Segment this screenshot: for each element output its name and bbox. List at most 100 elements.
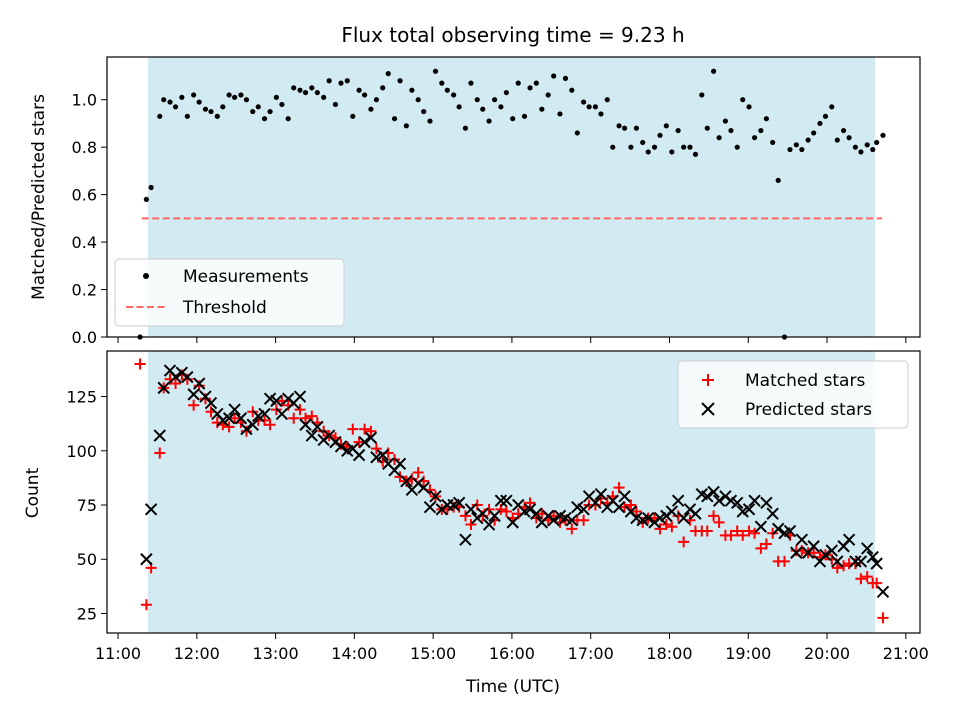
matched-star-point bbox=[412, 466, 424, 478]
matched-star-point bbox=[808, 547, 820, 559]
matched-star-point bbox=[459, 510, 471, 522]
measurement-point bbox=[787, 146, 793, 153]
count-panel: 25 50 75 100 125 11:00 12:00 13:00 14:00 15:00 16:… bbox=[66, 350, 929, 663]
predicted-star-point bbox=[612, 500, 626, 514]
y-tick-label: 0.2 bbox=[72, 281, 97, 300]
measurement-point bbox=[675, 127, 681, 134]
measurement-point bbox=[704, 125, 710, 131]
measurement-point bbox=[491, 97, 498, 103]
measurement-point bbox=[515, 80, 521, 86]
predicted-star-point bbox=[364, 431, 378, 444]
x-tick-label: 14:00 bbox=[331, 644, 377, 663]
matched-star-point bbox=[749, 527, 761, 539]
y-tick-label: 25 bbox=[77, 604, 97, 623]
predicted-star-point bbox=[589, 496, 602, 510]
y-tick-label: 100 bbox=[66, 442, 97, 461]
legend-matched-marker bbox=[702, 374, 714, 386]
measurement-point bbox=[191, 92, 197, 98]
predicted-star-point bbox=[311, 420, 324, 434]
measurement-point bbox=[368, 106, 374, 112]
predicted-star-point bbox=[707, 485, 720, 499]
predicted-star-point bbox=[192, 377, 206, 390]
measurement-point bbox=[439, 80, 445, 86]
measurement-point bbox=[858, 149, 864, 155]
predicted-star-point bbox=[861, 542, 874, 555]
predicted-star-point bbox=[140, 553, 153, 566]
predicted-star-point bbox=[204, 396, 218, 410]
measurement-point bbox=[763, 116, 769, 122]
legend-measurements-marker bbox=[143, 273, 149, 279]
matched-star-point bbox=[259, 414, 271, 426]
measurement-point bbox=[332, 101, 339, 108]
measurement-point bbox=[569, 87, 575, 93]
predicted-star-point bbox=[854, 555, 868, 568]
measurement-point bbox=[628, 144, 634, 150]
measurement-point bbox=[350, 113, 356, 119]
predicted-star-point bbox=[305, 429, 319, 442]
matched-star-point bbox=[264, 419, 276, 431]
matched-star-point bbox=[713, 516, 725, 528]
predicted-star-point bbox=[494, 494, 508, 507]
matched-star-point bbox=[288, 412, 300, 424]
matched-star-point bbox=[306, 410, 318, 422]
matched-star-point bbox=[140, 599, 152, 611]
matched-star-point bbox=[394, 471, 406, 483]
matched-star-point bbox=[134, 358, 146, 370]
y-tick-label: 75 bbox=[77, 496, 97, 515]
measurement-point bbox=[722, 118, 729, 124]
predicted-star-point bbox=[500, 494, 513, 507]
matched-star-point bbox=[725, 529, 737, 541]
bottom-axes-frame bbox=[106, 350, 921, 634]
measurement-point bbox=[184, 113, 190, 119]
measurement-point bbox=[681, 144, 687, 150]
measurement-point bbox=[321, 94, 327, 100]
measurement-point bbox=[202, 106, 209, 112]
measurement-point bbox=[157, 113, 163, 119]
measurement-point bbox=[669, 149, 675, 155]
matched-star-point bbox=[630, 506, 642, 518]
measurement-point bbox=[527, 85, 533, 91]
measurement-point bbox=[255, 104, 261, 110]
predicted-star-point bbox=[523, 503, 537, 516]
predicted-star-point bbox=[712, 494, 726, 507]
measurement-point bbox=[533, 80, 539, 86]
measurement-point bbox=[799, 146, 805, 153]
predicted-star-point bbox=[153, 429, 166, 442]
measurement-point bbox=[551, 73, 557, 79]
y-tick-label: 50 bbox=[77, 550, 97, 569]
chart-title: Flux total observing time = 9.23 h bbox=[341, 23, 684, 47]
matched-star-point bbox=[500, 506, 512, 518]
predicted-star-point bbox=[452, 496, 466, 510]
measurement-point bbox=[645, 149, 651, 155]
measurement-point bbox=[822, 113, 829, 119]
measurement-point bbox=[267, 108, 273, 115]
measurement-point bbox=[586, 104, 592, 110]
matched-star-point bbox=[294, 404, 306, 416]
matched-star-point bbox=[154, 447, 166, 459]
matched-star-point bbox=[370, 443, 382, 455]
measurement-point bbox=[870, 146, 876, 153]
measurement-point bbox=[574, 130, 580, 136]
measurement-point bbox=[462, 125, 469, 131]
measurement-point bbox=[148, 184, 154, 191]
predicted-star-point bbox=[459, 533, 472, 546]
predicted-star-point bbox=[748, 494, 761, 507]
measurement-point bbox=[539, 106, 545, 112]
matched-star-point bbox=[708, 510, 720, 522]
measurement-point bbox=[817, 120, 823, 127]
matched-star-point bbox=[365, 425, 377, 437]
predicted-star-point bbox=[275, 407, 289, 421]
predicted-star-point bbox=[671, 494, 685, 507]
bottom-legend: Matched stars Predicted stars bbox=[677, 360, 909, 429]
measurement-point bbox=[167, 99, 173, 105]
measurement-point bbox=[314, 89, 320, 96]
matched-star-point bbox=[566, 523, 578, 535]
x-tick-label: 15:00 bbox=[410, 644, 456, 663]
x-tick-label: 16:00 bbox=[489, 644, 535, 663]
measurement-point bbox=[728, 127, 734, 134]
predicted-star-point bbox=[689, 507, 702, 520]
predicted-star-point bbox=[169, 370, 182, 384]
matched-star-point bbox=[619, 501, 631, 513]
measurement-point bbox=[208, 108, 214, 115]
